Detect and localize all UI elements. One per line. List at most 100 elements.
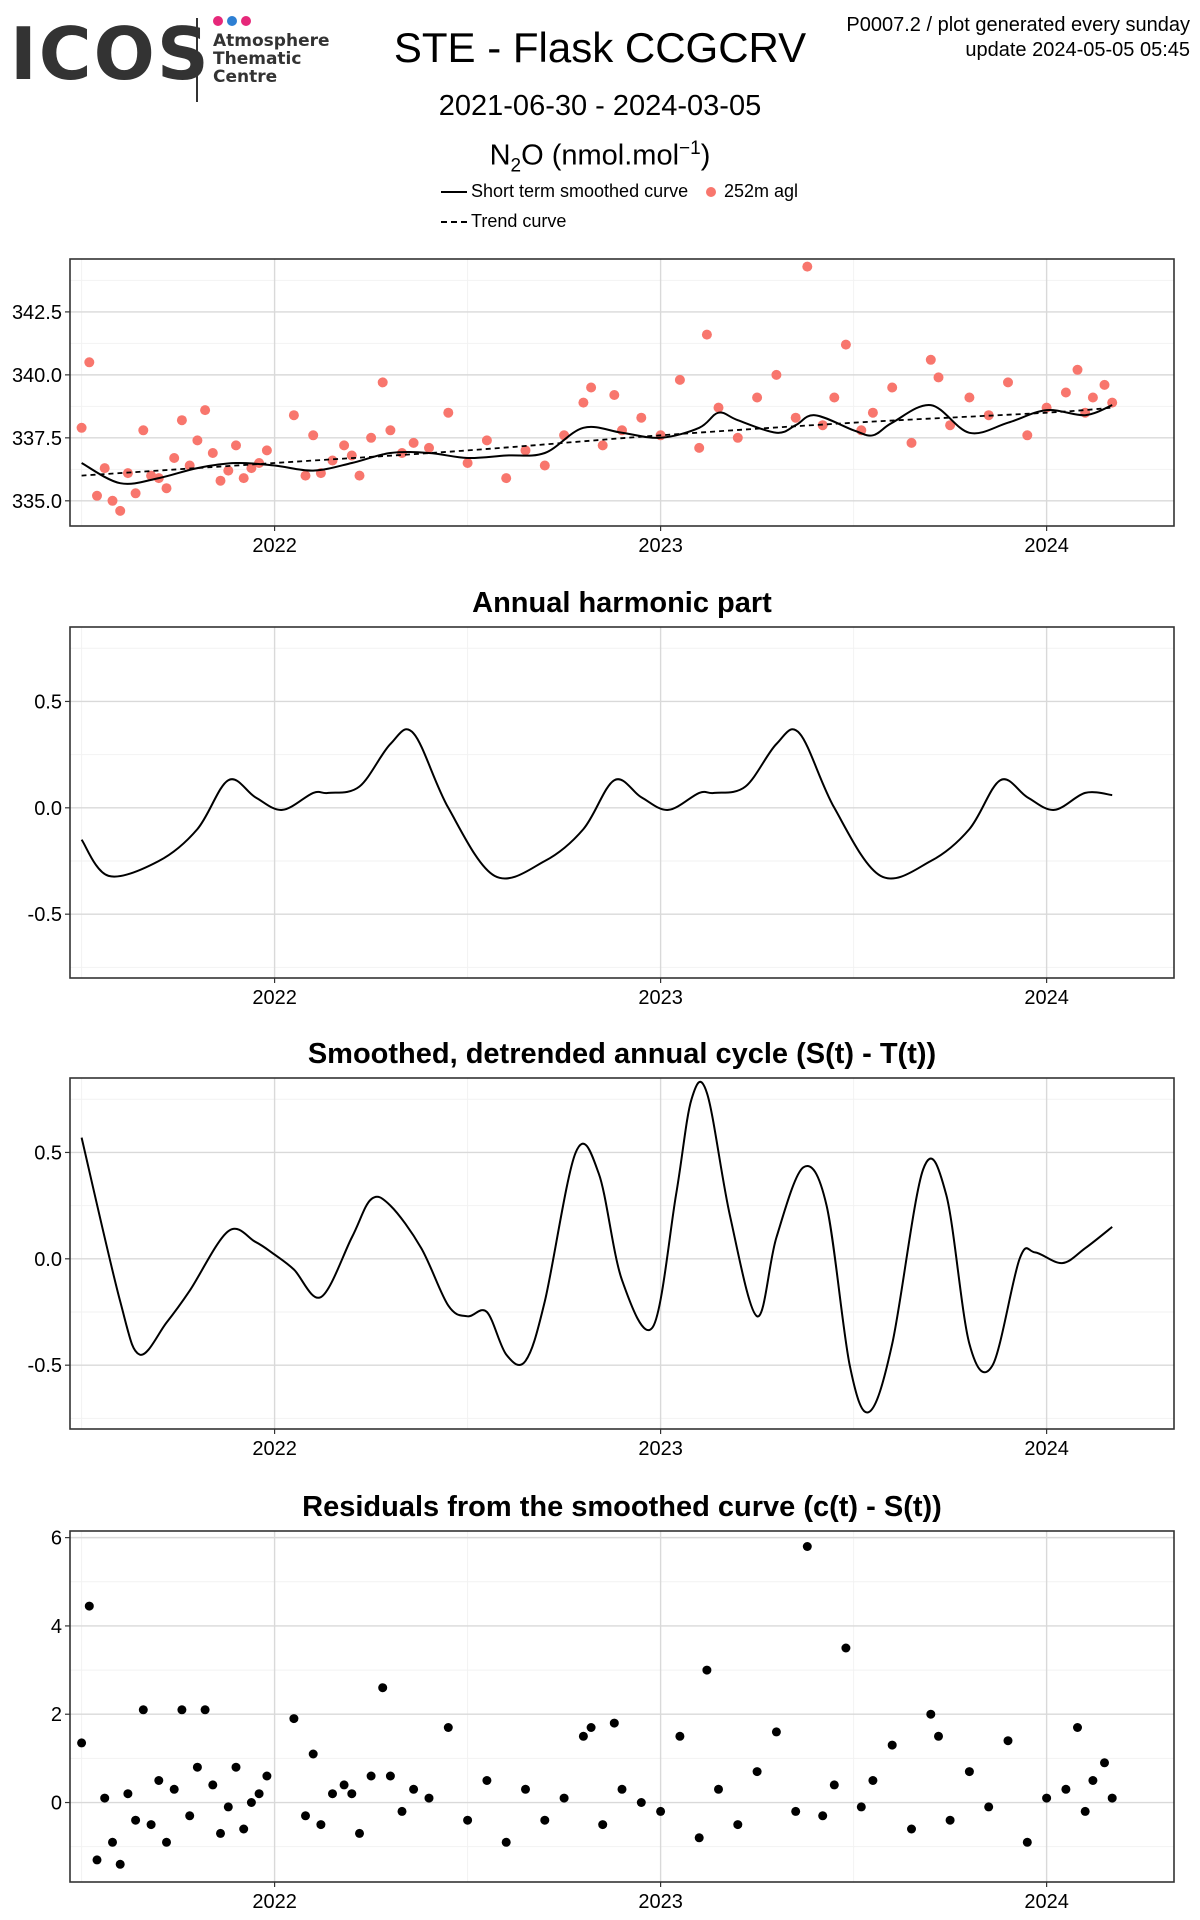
data-point <box>752 1767 762 1777</box>
data-point <box>100 1793 110 1803</box>
data-point <box>366 1771 376 1781</box>
data-point <box>192 435 203 446</box>
info-line-1: P0007.2 / plot generated every sunday <box>846 14 1190 36</box>
plot-background <box>70 259 1174 526</box>
data-point <box>829 392 840 403</box>
data-point <box>308 430 319 441</box>
data-point <box>933 372 944 383</box>
data-point <box>385 1771 395 1781</box>
data-point <box>771 1727 781 1737</box>
data-point <box>238 473 249 484</box>
y-tick-label: -0.5 <box>28 904 62 926</box>
legend-solid-line-icon <box>441 190 467 193</box>
data-point <box>1061 1784 1071 1794</box>
data-point <box>169 1784 179 1794</box>
data-point <box>609 1718 619 1728</box>
y-tick-label: 0.0 <box>34 1249 62 1271</box>
data-point <box>176 415 187 426</box>
series-line <box>80 728 1113 880</box>
x-tick-label: 2022 <box>252 987 297 1009</box>
data-point <box>138 425 149 436</box>
data-point <box>945 420 956 431</box>
data-point <box>559 1793 569 1803</box>
data-point <box>246 463 257 474</box>
y-tick-label: 0.5 <box>34 1142 62 1164</box>
data-point <box>732 432 743 443</box>
data-point <box>424 442 434 453</box>
series-line <box>81 404 1113 485</box>
data-point <box>597 440 608 451</box>
data-point <box>161 483 172 494</box>
y-tick-label: 340.0 <box>12 365 62 387</box>
data-point <box>347 1789 357 1799</box>
data-point <box>223 1802 233 1812</box>
data-point <box>409 1784 419 1794</box>
data-point <box>1042 1793 1052 1803</box>
legend-smoothed: Short term smoothed curve <box>441 181 688 202</box>
data-point <box>1087 392 1098 403</box>
data-point <box>308 1749 318 1759</box>
logo-sub-line: Atmosphere <box>213 31 330 51</box>
data-point <box>856 1802 866 1812</box>
data-point <box>254 458 265 468</box>
data-point <box>327 455 338 466</box>
data-point <box>397 1806 407 1816</box>
data-point <box>713 402 724 413</box>
data-point <box>578 397 589 408</box>
data-point <box>385 425 396 436</box>
data-point <box>231 1762 241 1772</box>
data-point <box>481 435 492 446</box>
data-point <box>520 445 531 456</box>
legend-trend-label: Trend curve <box>471 211 567 231</box>
series-line <box>80 1080 1113 1414</box>
data-point <box>802 1542 812 1551</box>
panel-3: 2022 2023 2024 -0.5 0.0 0.5 Smoothed, detrende… <box>28 1038 1175 1460</box>
data-point <box>840 339 851 350</box>
data-point <box>408 437 419 448</box>
data-point <box>984 1802 994 1812</box>
data-point <box>887 1740 897 1750</box>
y-tick-label: 335.0 <box>12 491 62 513</box>
date-range: 2021-06-30 - 2024-03-05 <box>438 90 762 122</box>
data-point <box>1003 377 1013 388</box>
data-point <box>115 505 126 516</box>
data-point <box>339 440 350 451</box>
data-point <box>77 1738 87 1748</box>
species-close: ) <box>700 139 711 172</box>
logo-sub-line: Centre <box>213 67 278 87</box>
data-point <box>540 1815 550 1825</box>
data-point <box>752 392 763 403</box>
data-point <box>462 458 473 468</box>
data-point <box>84 1601 94 1611</box>
data-point <box>867 407 878 418</box>
legend-dashed-line-icon <box>441 220 467 223</box>
legend-smoothed-label: Short term smoothed curve <box>471 181 689 201</box>
data-point <box>539 460 550 471</box>
data-point <box>424 1793 434 1803</box>
data-point <box>482 1776 492 1785</box>
data-point <box>926 1709 936 1719</box>
data-point <box>378 1683 388 1693</box>
logo-divider <box>196 18 198 102</box>
data-point <box>945 1815 955 1825</box>
y-tick-label: 2 <box>51 1704 62 1726</box>
data-point <box>501 473 512 484</box>
y-tick-label: 0.0 <box>34 798 62 820</box>
data-point <box>84 357 95 368</box>
x-tick-label: 2023 <box>638 987 683 1009</box>
legend-point-icon <box>706 186 716 197</box>
data-point <box>1080 1806 1090 1816</box>
data-point <box>262 1771 272 1781</box>
data-point <box>1107 397 1118 408</box>
data-point <box>1022 430 1033 441</box>
data-point <box>92 490 102 501</box>
x-tick-label: 2024 <box>1024 1438 1069 1460</box>
species-sub: 2 <box>510 155 522 177</box>
data-point <box>177 1705 187 1715</box>
data-point <box>239 1824 249 1834</box>
x-tick-label: 2022 <box>252 1438 297 1460</box>
data-point <box>115 1859 125 1869</box>
species-main: N <box>489 139 511 172</box>
data-point <box>169 453 180 463</box>
